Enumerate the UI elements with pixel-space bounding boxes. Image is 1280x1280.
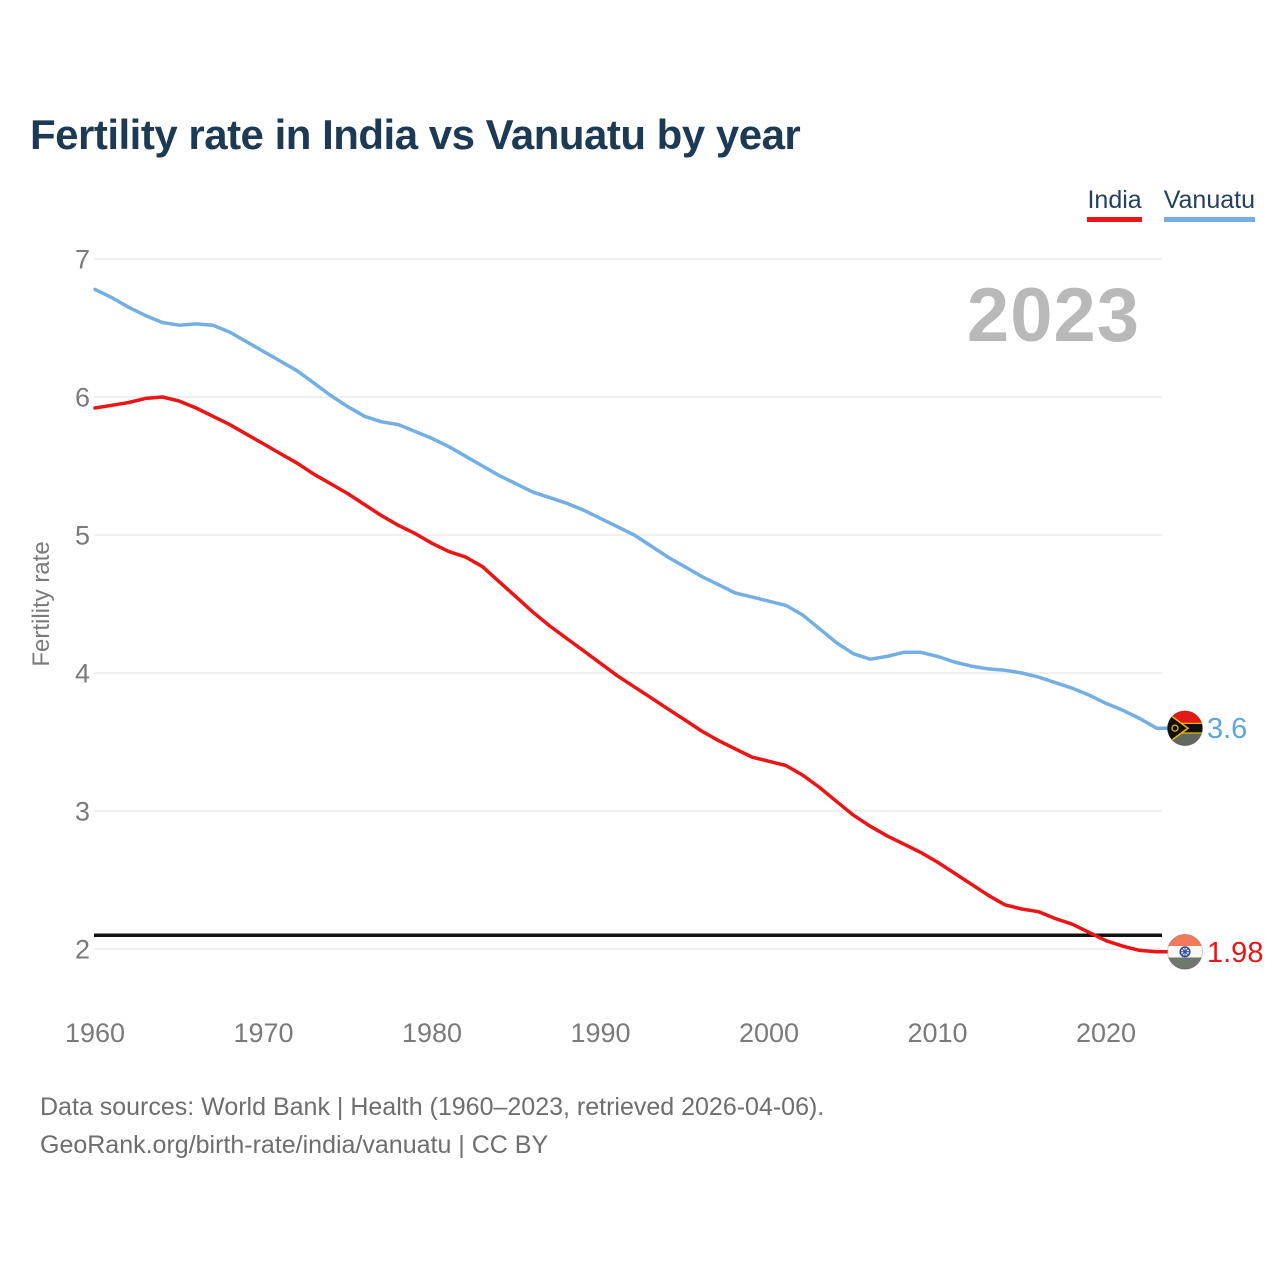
series-line-india — [93, 395, 1170, 954]
x-tick-label-1960: 1960 — [65, 1018, 125, 1048]
vanuatu-end-value-label: 3.6 — [1207, 713, 1247, 745]
x-tick-label-1990: 1990 — [570, 1018, 630, 1048]
y-tick-label-7: 7 — [75, 245, 90, 275]
page-title: Fertility rate in India vs Vanuatu by ye… — [30, 111, 801, 158]
x-tick-label-2000: 2000 — [739, 1018, 799, 1048]
y-tick-label-2: 2 — [75, 935, 90, 965]
y-tick-label-5: 5 — [75, 521, 90, 551]
x-tick-label-2020: 2020 — [1076, 1018, 1136, 1048]
x-tick-label-1970: 1970 — [233, 1018, 293, 1048]
watermark-year: 2023 — [966, 273, 1140, 358]
india-end-value-label: 1.98 — [1207, 937, 1263, 969]
legend-item-india[interactable]: India — [1087, 187, 1142, 223]
x-tick-label-2010: 2010 — [907, 1018, 967, 1048]
y-tick-label-6: 6 — [75, 383, 90, 413]
india-flag-icon — [1167, 933, 1203, 970]
x-tick-label-1980: 1980 — [402, 1018, 462, 1048]
vanuatu-flag-icon — [1167, 710, 1203, 747]
footer-license-line: GeoRank.org/birth-rate/india/vanuatu | C… — [40, 1131, 549, 1159]
series-lines — [93, 287, 1170, 954]
y-tick-label-4: 4 — [75, 659, 90, 689]
footer: Data sources: World Bank | Health (1960–… — [40, 1088, 824, 1164]
legend-item-vanuatu[interactable]: Vanuatu — [1163, 187, 1255, 223]
series-line-vanuatu — [93, 287, 1170, 730]
y-tick-label-3: 3 — [75, 797, 90, 827]
gridlines — [94, 258, 1162, 950]
footer-source-line: Data sources: World Bank | Health (1960–… — [40, 1093, 825, 1121]
y-axis-tick-labels: 2 3 4 5 6 7 — [75, 245, 90, 965]
legend: India Vanuatu — [1087, 187, 1255, 223]
x-axis-tick-labels: 1960 1970 1980 1990 2000 2010 2020 — [65, 1018, 1136, 1048]
